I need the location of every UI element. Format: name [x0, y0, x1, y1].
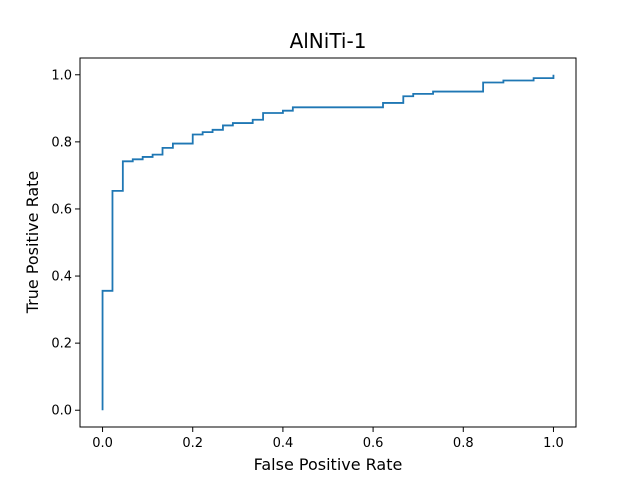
chart-title: AlNiTi-1	[290, 29, 367, 53]
x-axis-ticks: 0.0 0.2 0.4 0.6 0.8 1.0	[92, 427, 564, 451]
x-tick-label: 1.0	[543, 436, 564, 451]
x-tick-label: 0.2	[182, 436, 203, 451]
y-tick-label: 0.8	[51, 135, 72, 150]
x-tick-label: 0.4	[273, 436, 294, 451]
roc-curve-line-0	[101, 74, 555, 411]
x-axis-label: False Positive Rate	[254, 455, 403, 474]
y-tick-label: 0.4	[51, 270, 72, 285]
y-tick-label: 1.0	[51, 68, 72, 83]
x-tick-label: 0.8	[453, 436, 474, 451]
y-axis-ticks: 0.0 0.2 0.4 0.6 0.8 1.0	[51, 68, 80, 419]
x-tick-label: 0.0	[92, 436, 113, 451]
y-tick-label: 0.2	[51, 337, 72, 352]
y-tick-label: 0.0	[51, 404, 72, 419]
x-tick-label: 0.6	[363, 436, 384, 451]
plot-area	[101, 74, 555, 411]
y-tick-label: 0.6	[51, 202, 72, 217]
y-axis-label: True Positive Rate	[23, 171, 42, 315]
axes-frame	[79, 57, 577, 428]
